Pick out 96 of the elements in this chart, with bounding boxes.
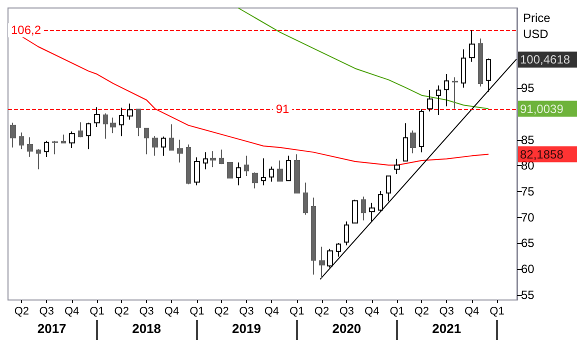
x2-tick-label: 2021 <box>432 321 462 336</box>
candlestick <box>478 38 483 88</box>
candlestick <box>269 166 274 182</box>
candlestick <box>110 117 116 134</box>
candlestick <box>386 174 391 202</box>
candlestick <box>227 162 233 180</box>
candlestick <box>69 131 75 149</box>
x-tick-label: Q1 <box>490 306 504 318</box>
y-tick-label: 85 <box>521 132 535 147</box>
candlestick <box>177 139 183 164</box>
y-tick-label: 65 <box>521 236 535 250</box>
candlestick <box>410 130 416 154</box>
x-tick-label: Q2 <box>14 306 30 318</box>
x-tick-label: Q3 <box>139 306 154 318</box>
candlestick <box>427 90 433 112</box>
candlestick <box>119 107 124 137</box>
x-tick-label: Q4 <box>64 306 80 318</box>
candlestick <box>352 199 358 224</box>
candlestick <box>210 150 216 168</box>
candlestick <box>252 172 258 189</box>
x2-tick-label: 2018 <box>132 321 162 336</box>
candlestick <box>152 136 158 156</box>
x-tick-label: Q4 <box>264 306 280 318</box>
x2-tick-label: 2017 <box>37 321 66 336</box>
candlestick <box>52 140 58 155</box>
candlestick <box>419 108 424 153</box>
candlestick <box>344 220 349 246</box>
candlestick <box>236 162 241 186</box>
candlestick <box>10 122 16 148</box>
candlestick <box>86 122 91 150</box>
x-tick-label: Q2 <box>414 306 430 318</box>
x2-tick-label: 2019 <box>232 321 261 336</box>
candlestick <box>452 76 458 110</box>
candlestick <box>78 122 83 138</box>
candlestick <box>311 197 316 276</box>
text: 82,1858 <box>520 147 564 162</box>
candlestick <box>294 154 300 194</box>
candlestick <box>361 196 366 221</box>
candlestick <box>403 122 408 162</box>
candlestick <box>444 74 449 107</box>
candlestick <box>327 248 333 268</box>
x-tick-label: Q4 <box>464 306 480 318</box>
x-tick-label: Q3 <box>339 306 354 318</box>
y-tick-label: 75 <box>521 184 535 198</box>
candlestick <box>261 158 266 186</box>
candlestick <box>144 128 149 155</box>
ref-line-label: 106,2 <box>11 23 42 38</box>
candlestick <box>244 155 249 176</box>
candlestick <box>94 106 100 128</box>
candlestick <box>303 182 308 216</box>
x-tick-label: Q1 <box>190 306 204 318</box>
y-tick-label: 55 <box>521 288 535 302</box>
x-tick-label: Q3 <box>39 306 54 318</box>
candlestick <box>103 112 108 140</box>
candlestick <box>436 85 441 116</box>
candlestick <box>203 152 208 170</box>
candlestick <box>127 103 133 120</box>
ref-line-label: 91 <box>276 102 290 116</box>
y-tick-label: 80 <box>521 158 535 173</box>
x-tick-label: Q4 <box>364 306 380 318</box>
candlestick <box>319 246 325 279</box>
x-tick-label: Q1 <box>390 306 404 318</box>
y-axis-title: Price USD <box>523 11 551 41</box>
candlestick <box>394 158 400 174</box>
candlestick <box>219 149 224 165</box>
x-tick-label: Q4 <box>164 306 180 318</box>
x-tick-label: Q1 <box>290 306 304 318</box>
x-tick-label: Q3 <box>439 306 454 318</box>
candlestick <box>378 190 383 212</box>
candlestick <box>169 124 174 152</box>
candlestick <box>44 140 49 158</box>
candlestick <box>277 160 283 182</box>
text: 100,4618 <box>520 52 570 67</box>
candlestick <box>194 156 200 186</box>
x-tick-label: Q2 <box>114 306 129 318</box>
x-tick-label: Q2 <box>214 306 229 318</box>
candlestick <box>19 132 24 150</box>
x-tick-label: Q1 <box>90 306 104 318</box>
x-tick-label: Q3 <box>239 306 254 318</box>
y-tick-label: 60 <box>521 262 535 276</box>
candlestick <box>186 144 191 185</box>
candlestick <box>36 148 41 170</box>
x-tick-label: Q2 <box>314 306 330 318</box>
candlestick <box>461 48 466 88</box>
y-tick-label: 70 <box>521 210 535 224</box>
x2-tick-label: 2020 <box>332 321 362 336</box>
y-tick-label: 95 <box>521 81 535 96</box>
candlestick <box>27 136 33 158</box>
candlestick <box>336 242 341 258</box>
candlestick <box>136 108 141 137</box>
candlestick <box>469 30 475 62</box>
candlestick <box>369 202 375 222</box>
candlestick <box>161 136 166 156</box>
candlestick <box>61 134 66 144</box>
text: 91,0039 <box>520 102 564 116</box>
candlestick <box>286 155 291 182</box>
